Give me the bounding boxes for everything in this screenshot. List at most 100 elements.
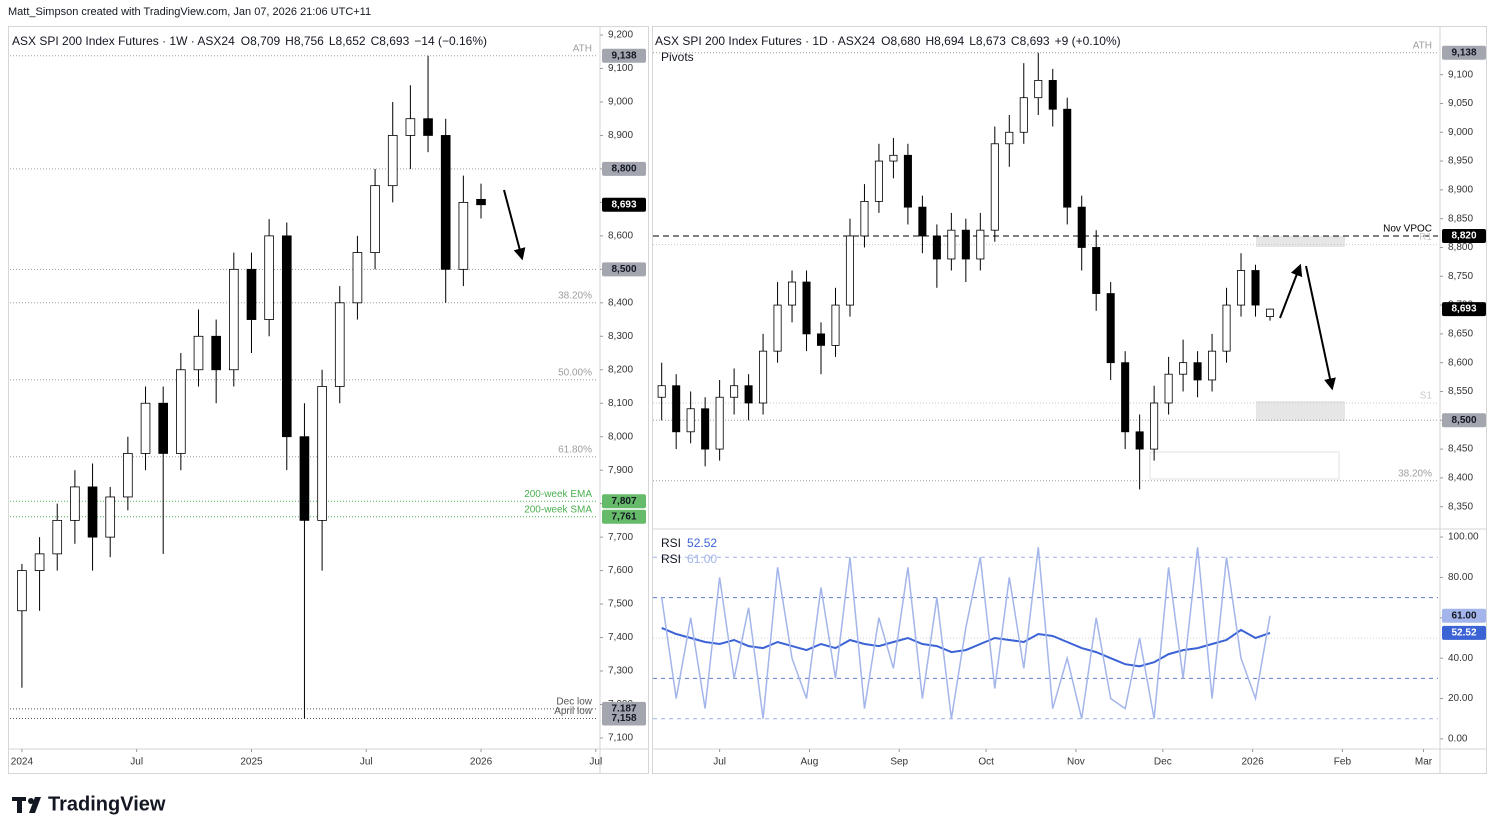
ohlc-info: C8,693 bbox=[371, 34, 410, 48]
rsi-tag-bg bbox=[1442, 608, 1486, 623]
candle-body bbox=[123, 453, 133, 498]
candle-body bbox=[990, 143, 999, 231]
candle-body bbox=[70, 486, 80, 521]
y-tick-label: 7,100 bbox=[608, 733, 633, 744]
ohlc-info: O8,680 bbox=[881, 34, 921, 48]
level-tag: 8,693 bbox=[611, 199, 636, 210]
level-tag: 8,800 bbox=[611, 164, 636, 175]
level-tag-bg bbox=[1442, 302, 1486, 317]
left-panel bbox=[8, 26, 649, 774]
candle-body bbox=[1048, 80, 1057, 110]
candle-body bbox=[211, 335, 221, 371]
y-tick-label: 8,650 bbox=[1448, 329, 1473, 340]
candle-body bbox=[730, 385, 739, 398]
candle-body bbox=[370, 185, 380, 254]
candle-body bbox=[802, 281, 811, 335]
level-label: ATH bbox=[1413, 40, 1432, 51]
candle-body bbox=[140, 402, 151, 454]
y-tick-label: 9,100 bbox=[608, 63, 633, 74]
level-tag-bg bbox=[1442, 45, 1486, 60]
candle-body bbox=[961, 229, 970, 260]
legend-value: 52.52 bbox=[687, 536, 717, 550]
level-tag: 7,158 bbox=[611, 713, 636, 724]
candle-body bbox=[918, 206, 927, 237]
candle-body bbox=[476, 198, 486, 206]
candle-body bbox=[1208, 350, 1217, 381]
x-tick-label: Nov bbox=[1067, 757, 1085, 768]
rsi-tag-bg bbox=[1442, 625, 1486, 640]
level-tag: 9,138 bbox=[1451, 47, 1476, 58]
y-tick-label: 80.00 bbox=[1448, 572, 1473, 583]
footer-logo: TradingView bbox=[48, 793, 166, 815]
y-tick-label: 9,200 bbox=[608, 30, 633, 41]
y-tick-label: 8,950 bbox=[1448, 156, 1473, 167]
chart-title: ASX SPI 200 Index Futures · 1D · ASX24 bbox=[655, 34, 875, 48]
x-tick-label: 2026 bbox=[470, 757, 493, 768]
y-tick-label: 7,400 bbox=[608, 632, 633, 643]
y-tick-label: 7,700 bbox=[608, 532, 633, 543]
candle-body bbox=[458, 201, 469, 270]
ohlc-info: +9 (+0.10%) bbox=[1055, 34, 1121, 48]
candle-body bbox=[773, 304, 782, 352]
level-label: 38.20% bbox=[1398, 468, 1432, 479]
candle-body bbox=[193, 335, 204, 371]
level-label: 61.80% bbox=[558, 444, 592, 455]
y-tick-label: 8,900 bbox=[608, 130, 633, 141]
candle-body bbox=[1019, 97, 1028, 133]
ohlc-info: L8,652 bbox=[329, 34, 366, 48]
level-tag: 8,500 bbox=[1451, 415, 1476, 426]
candle-body bbox=[1150, 402, 1159, 450]
level-tag-bg bbox=[602, 48, 646, 63]
zone-box bbox=[1149, 451, 1340, 480]
level-label: Nov VPOC bbox=[1383, 224, 1432, 235]
candle-body bbox=[1164, 373, 1173, 404]
y-tick-label: 8,000 bbox=[608, 431, 633, 442]
level-label: 38.20% bbox=[558, 290, 592, 301]
x-tick-label: Mar bbox=[1415, 757, 1433, 768]
candle-body bbox=[387, 135, 398, 187]
candle-body bbox=[1063, 108, 1072, 208]
ohlc-info: H8,694 bbox=[926, 34, 965, 48]
candle-body bbox=[34, 553, 45, 571]
y-tick-label: 8,550 bbox=[1448, 386, 1473, 397]
y-tick-label: 40.00 bbox=[1448, 653, 1473, 664]
candle-body bbox=[874, 160, 883, 202]
x-tick-label: 2024 bbox=[11, 757, 34, 768]
candle-body bbox=[1092, 247, 1101, 294]
y-tick-label: 9,000 bbox=[608, 97, 633, 108]
candle-body bbox=[317, 386, 327, 521]
y-tick-label: 8,450 bbox=[1448, 444, 1473, 455]
level-tag-bg bbox=[602, 161, 646, 176]
y-tick-label: 20.00 bbox=[1448, 693, 1473, 704]
candle-body bbox=[1005, 131, 1014, 145]
candle-body bbox=[228, 268, 239, 371]
candle-body bbox=[932, 235, 941, 260]
level-label: 200-week SMA bbox=[524, 504, 592, 515]
level-label: Dec low bbox=[556, 696, 592, 707]
x-tick-label: Jul bbox=[360, 757, 373, 768]
logo-icon bbox=[12, 797, 41, 813]
pivot-zone bbox=[1256, 236, 1345, 247]
level-tag: 8,500 bbox=[611, 264, 636, 275]
candle-body bbox=[87, 486, 98, 538]
candle-body bbox=[281, 235, 292, 438]
y-tick-label: 8,800 bbox=[1448, 242, 1473, 253]
y-tick-label: 8,850 bbox=[1448, 213, 1473, 224]
subtitle: Pivots bbox=[661, 50, 694, 64]
y-tick-label: 8,600 bbox=[1448, 357, 1473, 368]
candle-body bbox=[299, 436, 310, 521]
level-tag: 9,138 bbox=[611, 50, 636, 61]
arrow bbox=[1279, 263, 1303, 319]
candle-body bbox=[1034, 80, 1043, 99]
level-tag: 7,761 bbox=[611, 511, 636, 522]
candle-body bbox=[1265, 308, 1275, 317]
rsi-tag: 52.52 bbox=[1451, 628, 1476, 639]
candle-body bbox=[686, 408, 695, 433]
ohlc-info: C8,693 bbox=[1011, 34, 1050, 48]
x-tick-label: Aug bbox=[801, 757, 819, 768]
candle-body bbox=[701, 408, 710, 450]
arrow bbox=[1305, 265, 1336, 391]
candle-body bbox=[440, 135, 451, 270]
level-label: 50.00% bbox=[558, 367, 592, 378]
